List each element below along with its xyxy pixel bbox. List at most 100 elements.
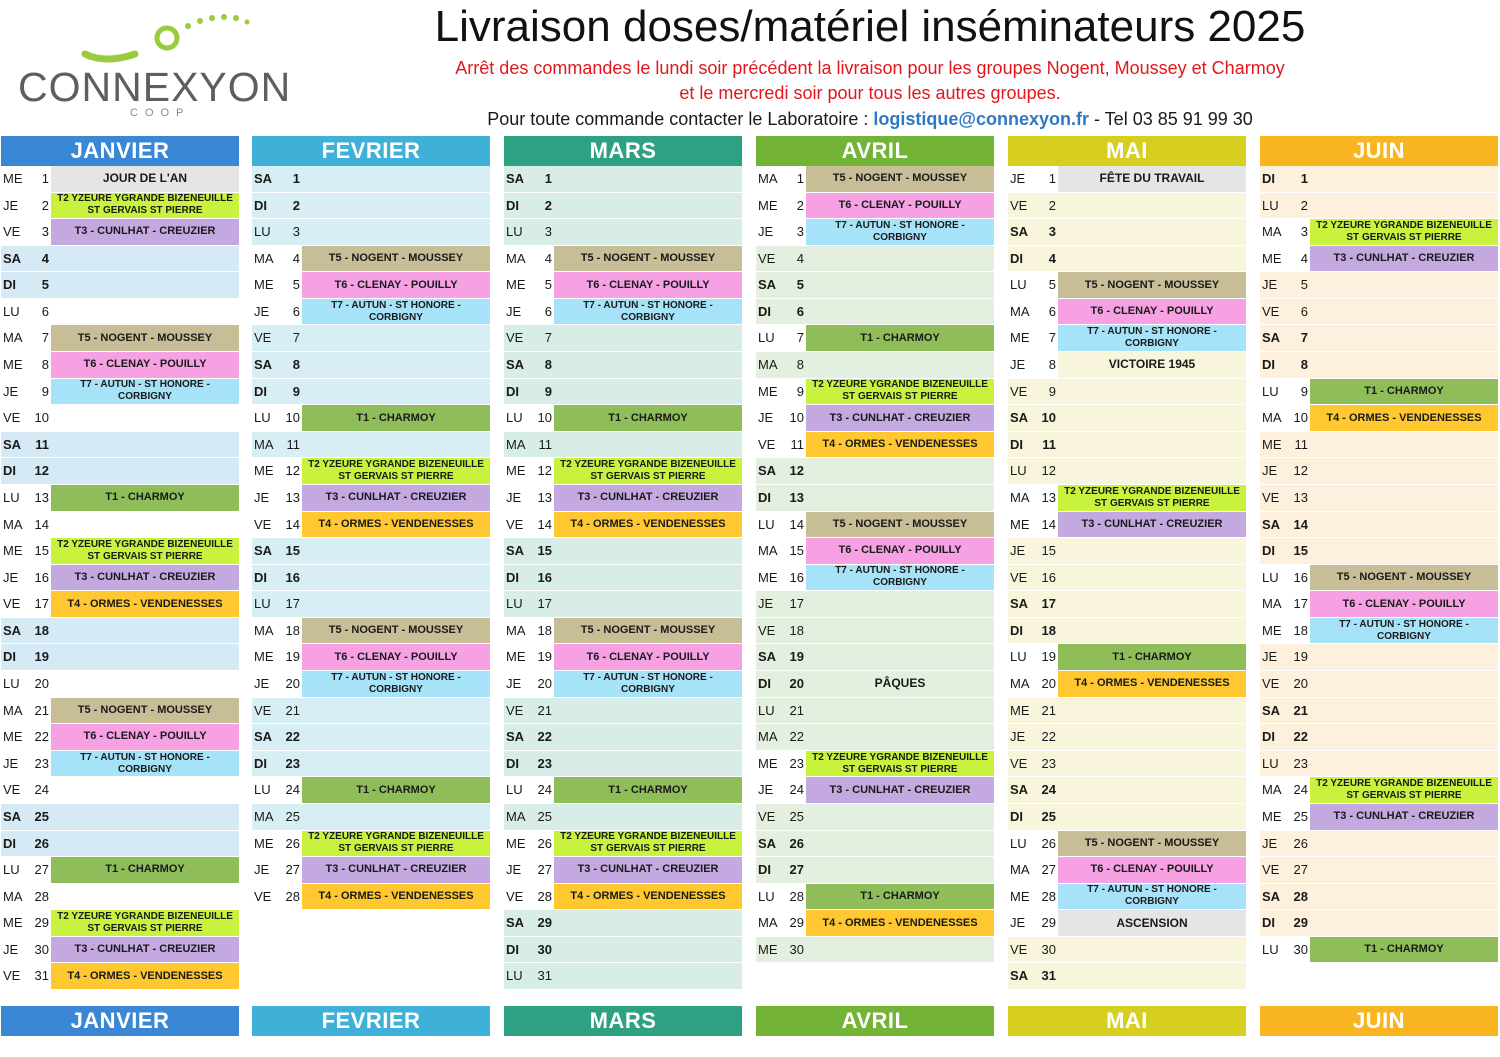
delivery-t3: T3 - CUNLHAT - CREUZIER (1310, 803, 1498, 830)
day-row-fill (1008, 538, 1246, 564)
day-row: SA 22 (252, 724, 490, 750)
delivery-t7: T7 - AUTUN - ST HONORE - CORBIGNY (1310, 617, 1498, 644)
weekday-label: DI (254, 755, 267, 771)
day-row: JE 6 T7 - AUTUN - ST HONORE - CORBIGNY (252, 298, 490, 325)
weekday-label: ME (254, 463, 274, 479)
day-row-fill (1260, 166, 1498, 192)
day-number: 26 (1293, 835, 1308, 851)
weekday-label: LU (1262, 569, 1279, 585)
weekday-label: DI (506, 197, 519, 213)
day-row-fill (252, 564, 490, 591)
day-number: 28 (537, 888, 552, 904)
day-row: JE 27 T3 - CUNLHAT - CREUZIER (504, 857, 742, 883)
month-header-mars-bottom: MARS (504, 1006, 742, 1036)
day-row: ME 19 T6 - CLENAY - POUILLY (252, 644, 490, 671)
weekday-label: DI (1262, 171, 1275, 186)
day-number: 26 (34, 835, 49, 851)
day-row: DI 23 (252, 750, 490, 777)
day-number: 4 (41, 250, 49, 266)
weekday-label: DI (506, 383, 519, 399)
day-row-fill (504, 591, 742, 617)
day-number: 20 (1293, 676, 1308, 692)
weekday-label: JE (3, 569, 19, 585)
day-number: 17 (34, 596, 49, 612)
delivery-t5: T5 - NOGENT - MOUSSEY (302, 617, 490, 644)
day-row-fill (252, 803, 490, 830)
day-row: SA 8 (504, 352, 742, 378)
day-row-fill (504, 910, 742, 936)
weekday-label: JE (1010, 357, 1026, 373)
day-number: 6 (1300, 303, 1308, 319)
day-row: ME 9 T2 YZEURE YGRANDE BIZENEUILLE ST GERVA… (756, 378, 994, 405)
day-row: DI 5 (1, 272, 239, 298)
weekday-label: SA (506, 171, 525, 186)
day-number: 26 (285, 835, 300, 851)
weekday-label: SA (1262, 330, 1281, 346)
day-row: LU 6 (1, 299, 239, 325)
day-number: 10 (285, 410, 300, 426)
day-number: 4 (1300, 250, 1308, 266)
day-number: 11 (538, 436, 553, 452)
connexyon-logo: CONNEXYON COOP (10, 6, 310, 124)
weekday-label: JE (758, 596, 774, 612)
day-number: 15 (789, 543, 804, 559)
delivery-t1: T1 - CHARMOY (806, 883, 994, 910)
delivery-t1: T1 - CHARMOY (554, 777, 742, 803)
weekday-label: SA (3, 622, 22, 638)
page-title: Livraison doses/matériel inséminateurs 2… (434, 2, 1306, 51)
weekday-label: SA (254, 729, 273, 745)
day-row-fill (1260, 325, 1498, 352)
day-number: 11 (286, 436, 301, 452)
day-row: VE 6 (1260, 298, 1498, 325)
day-row-fill (756, 644, 994, 671)
delivery-t3: T3 - CUNLHAT - CREUZIER (51, 936, 239, 963)
day-number: 6 (1048, 303, 1056, 319)
delivery-t1: T1 - CHARMOY (51, 484, 239, 511)
day-row-fill (1260, 458, 1498, 484)
day-row-fill (504, 724, 742, 750)
day-row-fill (252, 538, 490, 564)
day-row-fill (504, 325, 742, 352)
weekday-label: DI (758, 862, 771, 878)
day-number: 11 (35, 436, 49, 452)
day-row-fill (1008, 963, 1246, 989)
day-row-fill (1008, 803, 1246, 830)
contact-phone: - Tel 03 85 91 99 30 (1094, 109, 1253, 129)
delivery-t5: T5 - NOGENT - MOUSSEY (806, 166, 994, 192)
day-number: 11 (1294, 436, 1309, 452)
day-row-fill (252, 352, 490, 378)
day-row-fill (1, 830, 239, 857)
day-number: 2 (41, 197, 49, 213)
delivery-t3: T3 - CUNLHAT - CREUZIER (554, 857, 742, 883)
weekday-label: VE (758, 622, 776, 638)
day-row: ME 5 T6 - CLENAY - POUILLY (504, 272, 742, 298)
day-number: 3 (1048, 224, 1056, 240)
day-row: JE 17 (756, 591, 994, 617)
logo-subtitle: COOP (130, 107, 191, 119)
day-row: ME 29 T2 YZEURE YGRANDE BIZENEUILLE ST GERV… (1, 910, 239, 936)
day-number: 24 (1293, 782, 1308, 798)
day-row-fill (756, 484, 994, 511)
weekday-label: MA (1262, 410, 1282, 426)
weekday-label: MA (506, 622, 526, 638)
delivery-t7: T7 - AUTUN - ST HONORE - CORBIGNY (1058, 883, 1246, 910)
weekday-label: JE (1010, 171, 1026, 186)
delivery-t7: T7 - AUTUN - ST HONORE - CORBIGNY (302, 671, 490, 697)
day-row-fill (1008, 405, 1246, 431)
day-number: 20 (537, 676, 552, 692)
day-number: 3 (544, 224, 552, 240)
contact-prefix: Pour toute commande contacter le Laborat… (487, 109, 869, 129)
weekday-label: SA (254, 543, 273, 559)
day-number: 14 (537, 516, 552, 532)
weekday-label: MA (3, 330, 23, 346)
delivery-t2: T2 YZEURE YGRANDE BIZENEUILLE ST GERVAIS … (302, 830, 490, 857)
day-number: 30 (537, 941, 552, 957)
day-row-fill (252, 750, 490, 777)
day-number: 20 (1041, 676, 1056, 692)
delivery-t2: T2 YZEURE YGRANDE BIZENEUILLE ST GERVAIS … (302, 458, 490, 484)
contact-email-link[interactable]: logistique@connexyon.fr (873, 109, 1089, 129)
weekday-label: VE (758, 808, 776, 824)
day-number: 21 (1293, 702, 1308, 718)
day-number: 29 (1041, 915, 1056, 931)
day-number: 14 (1293, 516, 1308, 532)
